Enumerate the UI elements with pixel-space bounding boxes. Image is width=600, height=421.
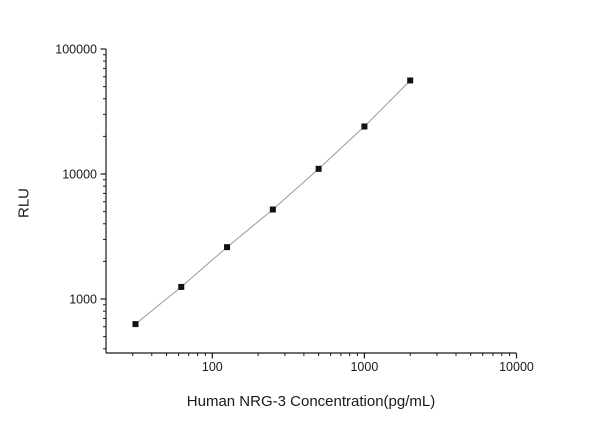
y-tick-label: 10000 <box>62 168 97 182</box>
y-tick-label: 100000 <box>55 43 97 57</box>
y-axis-label: RLU <box>15 187 33 219</box>
data-point-marker <box>407 77 414 84</box>
x-tick-label: 10000 <box>499 360 534 374</box>
data-point-marker <box>132 321 139 328</box>
data-point-marker <box>361 123 368 130</box>
x-tick-label: 100 <box>202 360 223 374</box>
x-tick-label: 1000 <box>350 360 378 374</box>
data-point-marker <box>224 244 231 251</box>
data-point-marker <box>269 206 276 213</box>
data-point-marker <box>315 165 322 172</box>
series-line <box>135 80 411 325</box>
data-point-marker <box>178 283 185 290</box>
x-axis-label: Human NRG-3 Concentration(pg/mL) <box>186 393 436 410</box>
y-tick-label: 1000 <box>69 293 97 307</box>
